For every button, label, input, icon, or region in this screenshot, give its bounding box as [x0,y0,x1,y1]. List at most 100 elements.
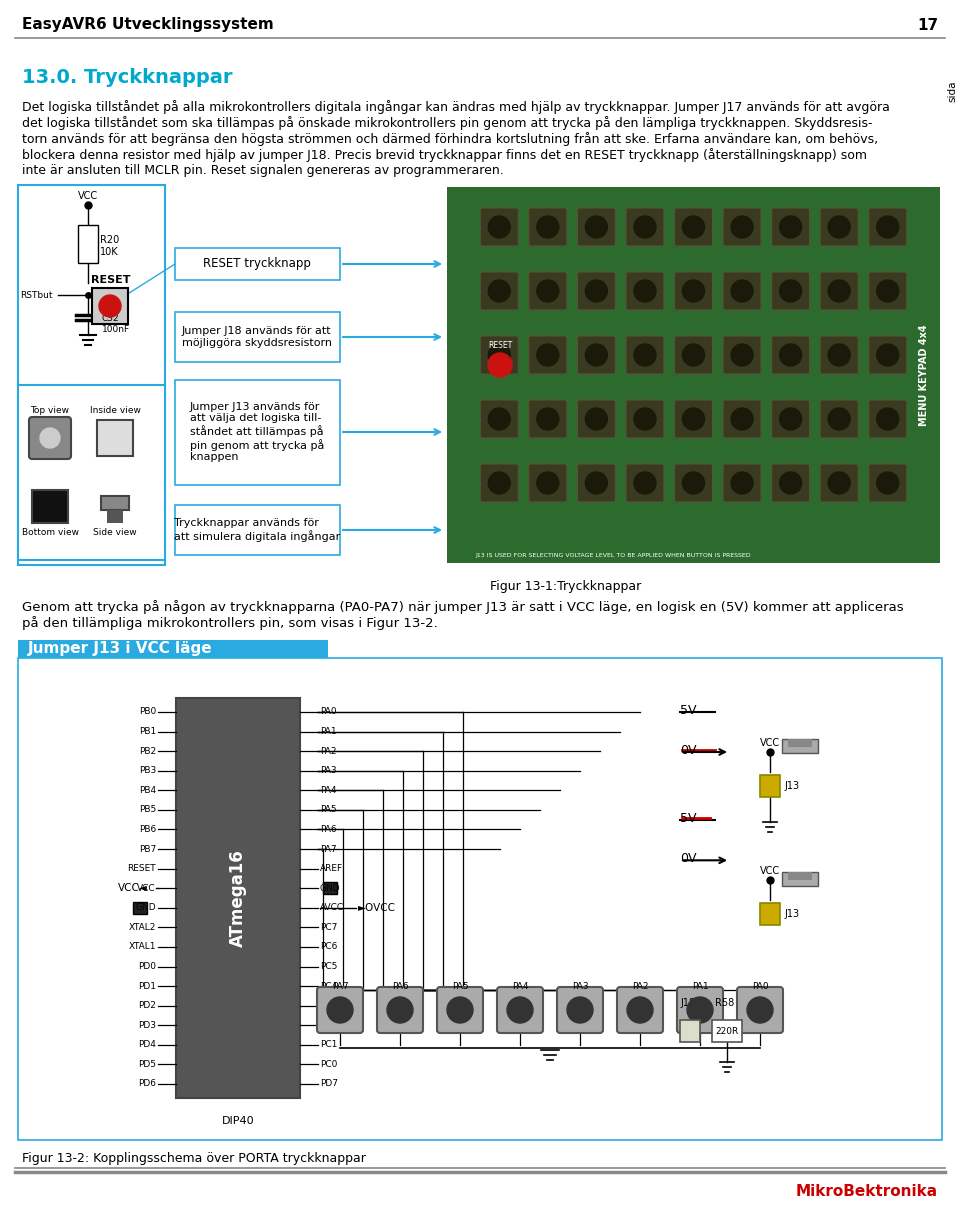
Text: PC3: PC3 [320,1001,337,1010]
FancyBboxPatch shape [869,272,907,311]
Circle shape [537,472,559,494]
Text: torn används för att begränsa den högsta strömmen och därmed förhindra kortslutn: torn används för att begränsa den högsta… [22,132,878,146]
Circle shape [537,280,559,302]
Circle shape [387,997,413,1023]
Text: PA7: PA7 [320,844,337,854]
FancyBboxPatch shape [529,400,566,438]
Text: VCC: VCC [137,884,156,893]
Circle shape [537,408,559,429]
Text: GND: GND [320,884,341,893]
FancyBboxPatch shape [772,336,809,374]
Text: RESET tryckknapp: RESET tryckknapp [204,257,311,270]
Circle shape [732,408,753,429]
Circle shape [683,280,705,302]
FancyBboxPatch shape [480,272,518,311]
Circle shape [828,408,851,429]
FancyBboxPatch shape [577,465,615,502]
Circle shape [780,472,802,494]
Circle shape [876,408,899,429]
Text: Bottom view: Bottom view [21,528,79,537]
FancyBboxPatch shape [772,207,809,246]
Circle shape [828,280,851,302]
Circle shape [489,216,511,238]
Text: XTAL2: XTAL2 [129,923,156,932]
FancyBboxPatch shape [723,272,761,311]
Circle shape [732,216,753,238]
FancyBboxPatch shape [772,400,809,438]
FancyBboxPatch shape [97,420,133,456]
FancyBboxPatch shape [820,400,858,438]
FancyBboxPatch shape [723,336,761,374]
FancyBboxPatch shape [175,505,340,556]
Text: Side view: Side view [93,528,137,537]
Text: PA0: PA0 [752,983,768,991]
FancyBboxPatch shape [18,657,942,1140]
Circle shape [537,344,559,366]
Circle shape [683,344,705,366]
FancyBboxPatch shape [480,400,518,438]
Text: PB1: PB1 [139,727,156,736]
Text: RESET: RESET [488,341,512,351]
Text: ATmega16: ATmega16 [229,849,247,947]
FancyBboxPatch shape [529,207,566,246]
FancyBboxPatch shape [772,465,809,502]
FancyBboxPatch shape [529,465,566,502]
FancyBboxPatch shape [626,207,664,246]
FancyBboxPatch shape [32,490,68,523]
FancyBboxPatch shape [107,509,123,523]
Text: PA2: PA2 [320,747,337,756]
FancyBboxPatch shape [445,186,942,565]
FancyBboxPatch shape [760,775,780,797]
FancyBboxPatch shape [529,336,566,374]
FancyBboxPatch shape [175,312,340,361]
FancyBboxPatch shape [737,987,783,1033]
FancyBboxPatch shape [772,272,809,311]
FancyBboxPatch shape [626,400,664,438]
Text: GND: GND [135,904,156,912]
Text: 5V: 5V [680,704,697,717]
Text: R58: R58 [715,998,734,1008]
Text: PC7: PC7 [320,923,337,932]
FancyBboxPatch shape [577,336,615,374]
Text: PD5: PD5 [138,1060,156,1069]
FancyBboxPatch shape [675,465,712,502]
Text: Inside view: Inside view [89,406,140,415]
Text: C32: C32 [102,314,120,323]
Circle shape [567,997,593,1023]
Circle shape [447,997,473,1023]
Text: Det logiska tillståndet på alla mikrokontrollers digitala ingångar kan ändras me: Det logiska tillståndet på alla mikrokon… [22,99,890,114]
Text: VCC: VCC [78,190,98,201]
Text: 220R: 220R [715,1026,738,1036]
Circle shape [507,997,533,1023]
Circle shape [828,472,851,494]
FancyBboxPatch shape [323,882,337,894]
Circle shape [40,428,60,448]
Text: PD3: PD3 [138,1021,156,1030]
Text: PD1: PD1 [138,981,156,991]
Circle shape [780,408,802,429]
FancyBboxPatch shape [133,901,147,913]
FancyBboxPatch shape [675,400,712,438]
FancyBboxPatch shape [782,739,818,753]
Circle shape [732,344,753,366]
FancyBboxPatch shape [577,207,615,246]
FancyBboxPatch shape [869,336,907,374]
Text: PD2: PD2 [138,1001,156,1010]
Circle shape [537,216,559,238]
Circle shape [683,408,705,429]
Circle shape [586,472,608,494]
FancyBboxPatch shape [869,400,907,438]
Text: PB4: PB4 [139,786,156,795]
Text: PC0: PC0 [320,1060,337,1069]
Circle shape [780,216,802,238]
FancyBboxPatch shape [92,287,128,324]
Text: inte är ansluten till MCLR pin. Reset signalen genereras av programmeraren.: inte är ansluten till MCLR pin. Reset si… [22,164,504,177]
Text: PA3: PA3 [320,767,337,775]
Text: Genom att trycka på någon av tryckknapparna (PA0-PA7) när jumper J13 är satt i V: Genom att trycka på någon av tryckknappa… [22,600,903,614]
Circle shape [683,216,705,238]
Text: PA2: PA2 [632,983,648,991]
Text: 17: 17 [917,17,938,33]
FancyBboxPatch shape [820,272,858,311]
FancyBboxPatch shape [577,272,615,311]
Text: DIP40: DIP40 [222,1116,254,1126]
